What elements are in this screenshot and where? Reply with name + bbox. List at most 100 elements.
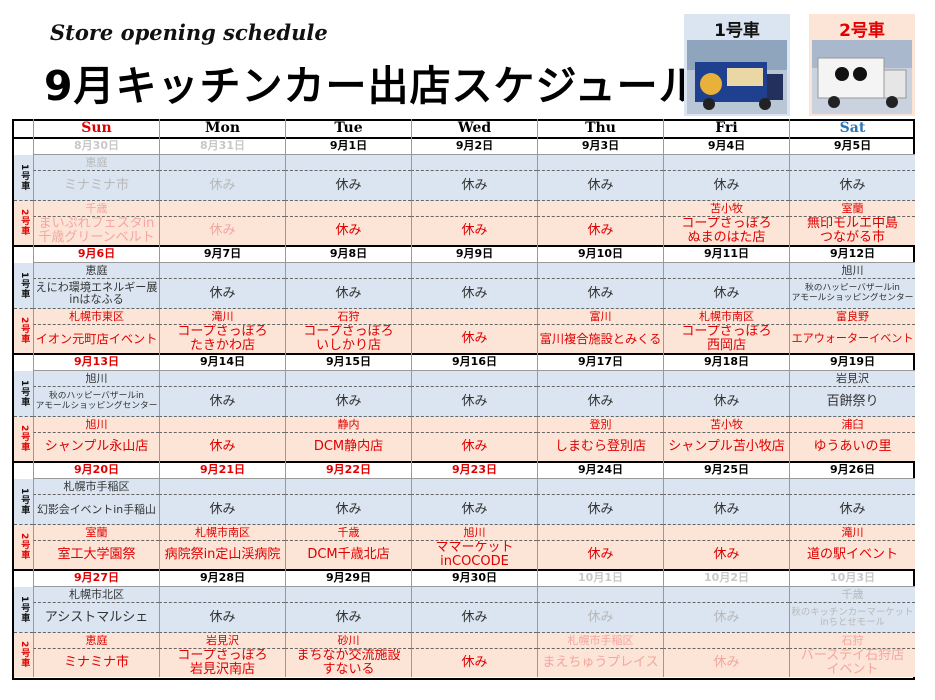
car2-event-cell: 休み	[411, 217, 537, 245]
car2-area-cell: 恵庭	[33, 633, 159, 649]
subtitle: Store opening schedule	[50, 20, 328, 45]
date-cell: 9月3日	[537, 137, 663, 155]
car1-area-cell	[537, 371, 663, 387]
date-cell: 9月6日	[33, 245, 159, 263]
car1-area-cell	[159, 371, 285, 387]
car2-area-cell: 砂川	[285, 633, 411, 649]
car2-event-cell: ゆうあいの里	[789, 433, 915, 461]
car2-area-cell: 岩見沢	[159, 633, 285, 649]
car1-area-cell	[537, 479, 663, 495]
car2-event-cell: 休み	[411, 649, 537, 677]
car1-event-cell: 秋のキッチンカーマーケット inちとせモール	[789, 603, 915, 633]
car1-event-cell: 休み	[285, 171, 411, 201]
car1-event-cell: 休み	[411, 495, 537, 525]
car2-area-cell: 登別	[537, 417, 663, 433]
date-cell: 9月24日	[537, 461, 663, 479]
date-cell: 9月12日	[789, 245, 915, 263]
car2-event-cell: まえちゅうプレイス	[537, 649, 663, 677]
car2-area-cell	[411, 309, 537, 325]
car1-event-cell: 休み	[285, 387, 411, 417]
week-divider	[12, 569, 915, 571]
car1-area-cell	[663, 479, 789, 495]
car2-area-cell: 滝川	[789, 525, 915, 541]
car1-event-cell: 休み	[411, 279, 537, 309]
car1-event-cell: 休み	[789, 495, 915, 525]
date-cell: 9月4日	[663, 137, 789, 155]
car2-card: 2号車	[809, 14, 915, 116]
date-cell: 9月27日	[33, 569, 159, 587]
car1-row-label: 1号車	[14, 479, 33, 525]
car2-area-cell: 静内	[285, 417, 411, 433]
car1-area-cell: 札幌市手稲区	[33, 479, 159, 495]
car2-area-cell	[159, 417, 285, 433]
car1-event-cell: 休み	[411, 171, 537, 201]
car1-area-cell	[285, 479, 411, 495]
car1-area-cell	[285, 263, 411, 279]
date-cell: 9月19日	[789, 353, 915, 371]
car1-event-cell: 休み	[663, 387, 789, 417]
car1-label: 1号車	[714, 21, 760, 41]
day-header: Sat	[789, 119, 915, 137]
date-cell: 9月10日	[537, 245, 663, 263]
car2-event-cell: 休み	[285, 217, 411, 245]
car2-event-cell: 道の駅イベント	[789, 541, 915, 569]
car2-area-cell	[663, 525, 789, 541]
date-cell: 9月8日	[285, 245, 411, 263]
date-cell: 9月13日	[33, 353, 159, 371]
car2-area-cell: 札幌市南区	[159, 525, 285, 541]
car2-area-cell: 札幌市南区	[663, 309, 789, 325]
car2-event-cell: 休み	[663, 649, 789, 677]
car2-event-cell: コープさっぽろ たきかわ店	[159, 325, 285, 353]
car1-event-cell: 休み	[537, 279, 663, 309]
car2-event-cell: コープさっぽろ 西岡店	[663, 325, 789, 353]
car1-area-cell: 岩見沢	[789, 371, 915, 387]
car1-event-cell: 休み	[159, 279, 285, 309]
date-cell: 9月5日	[789, 137, 915, 155]
car2-event-cell: ミナミナ市	[33, 649, 159, 677]
car1-area-cell	[537, 155, 663, 171]
car1-event-cell: アシストマルシェ	[33, 603, 159, 633]
car1-row-label: 1号車	[14, 155, 33, 201]
car2-event-cell: まいぷれフェスタin 千歳グリーンベルト	[33, 217, 159, 245]
car1-area-cell	[285, 155, 411, 171]
car1-card: 1号車	[684, 14, 790, 116]
car1-event-cell: 休み	[159, 495, 285, 525]
car2-event-cell: コープさっぽろ いしかり店	[285, 325, 411, 353]
car1-area-cell: 旭川	[33, 371, 159, 387]
date-cell: 8月30日	[33, 137, 159, 155]
car1-area-cell	[411, 263, 537, 279]
car2-row-label: 2号車	[14, 525, 33, 569]
car1-area-cell	[285, 371, 411, 387]
car2-event-cell: エアウォーターイベント	[789, 325, 915, 353]
car1-event-cell: 休み	[537, 495, 663, 525]
date-cell: 9月16日	[411, 353, 537, 371]
car1-area-cell: 札幌市北区	[33, 587, 159, 603]
date-cell: 9月14日	[159, 353, 285, 371]
date-cell: 9月15日	[285, 353, 411, 371]
car2-row-label: 2号車	[14, 633, 33, 677]
week-divider	[12, 461, 915, 463]
car1-event-cell: 百餅祭り	[789, 387, 915, 417]
date-cell: 9月26日	[789, 461, 915, 479]
car2-event-cell: 休み	[537, 541, 663, 569]
car1-row-label: 1号車	[14, 587, 33, 633]
car2-area-cell: 石狩	[285, 309, 411, 325]
car1-event-cell: 休み	[285, 495, 411, 525]
car1-event-cell: 休み	[159, 603, 285, 633]
car2-area-cell	[537, 201, 663, 217]
day-header: Mon	[159, 119, 285, 137]
car1-event-cell: 休み	[285, 279, 411, 309]
car1-area-cell	[789, 155, 915, 171]
date-cell: 9月18日	[663, 353, 789, 371]
car1-event-cell: ミナミナ市	[33, 171, 159, 201]
car2-event-cell: 休み	[411, 325, 537, 353]
car2-event-cell: 無印モルエ中島 つながる市	[789, 217, 915, 245]
car2-row-label: 2号車	[14, 309, 33, 353]
date-cell: 9月25日	[663, 461, 789, 479]
car1-area-cell: 旭川	[789, 263, 915, 279]
date-cell: 9月2日	[411, 137, 537, 155]
car1-event-cell: 休み	[663, 603, 789, 633]
car2-event-cell: シャンプル苫小牧店	[663, 433, 789, 461]
date-cell: 9月20日	[33, 461, 159, 479]
